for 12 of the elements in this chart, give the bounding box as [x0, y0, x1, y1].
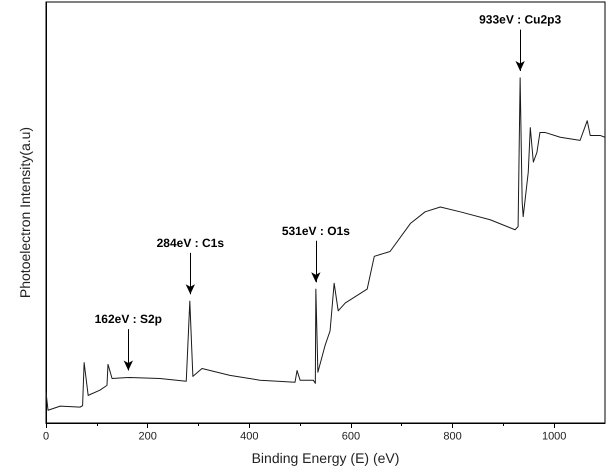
x-tick-label: 600 — [342, 430, 360, 442]
x-tick-label: 1000 — [542, 430, 566, 442]
x-tick-label: 0 — [42, 430, 50, 442]
x-axis-title: Binding Energy (E) (eV) — [252, 450, 400, 466]
annotation: 284eV : C1s — [156, 236, 224, 250]
x-tick-label: 400 — [240, 430, 258, 442]
y-axis-title: Photoelectron Intensity(a.u) — [17, 126, 33, 298]
x-tick-label: 200 — [138, 430, 157, 442]
x-tick-label: 800 — [443, 430, 462, 442]
annotation: 531eV : O1s — [282, 224, 350, 238]
annotation: 933eV : Cu2p3 — [479, 12, 562, 27]
annotation: 162eV : S2p — [94, 312, 162, 326]
